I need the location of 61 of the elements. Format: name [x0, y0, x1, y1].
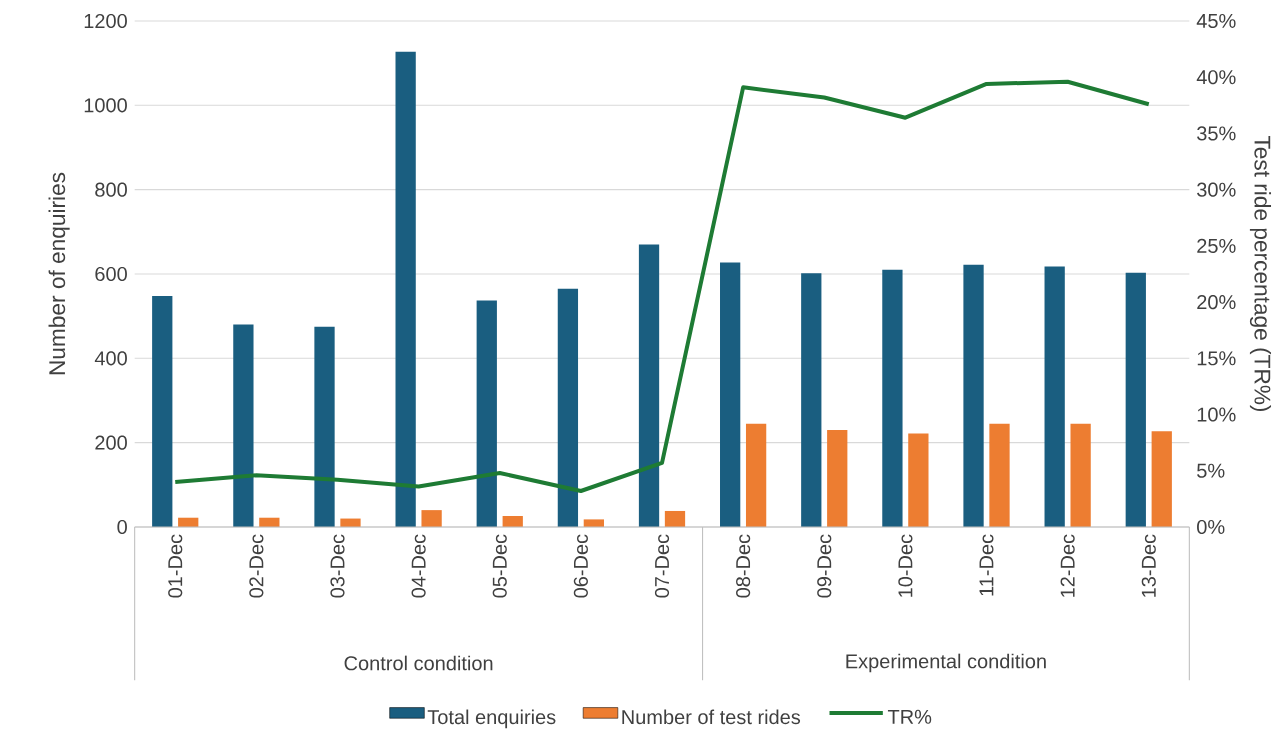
bar: [827, 430, 848, 527]
y2-tick-label: 10%: [1197, 407, 1236, 422]
x-tick-label: 01-Dec: [168, 534, 183, 598]
bar: [1070, 423, 1091, 527]
bar: [638, 244, 660, 527]
line-series: [173, 79, 1151, 494]
bar: [963, 264, 984, 527]
legend-label: Number of test rides: [622, 709, 801, 725]
x-tick-label: 13-Dec: [1141, 534, 1156, 597]
bar: [395, 51, 416, 527]
bar: [421, 510, 442, 527]
bar: [1044, 266, 1065, 527]
y2-tick-label: 0%: [1197, 519, 1225, 535]
y-axis-title: Number of enquiries: [48, 172, 70, 375]
y-tick-label: 800: [95, 182, 127, 197]
bar: [583, 519, 604, 527]
x-tick-label: 06-Dec: [573, 534, 588, 598]
x-tick-label: 11-Dec: [979, 534, 994, 596]
legend-label: TR%: [887, 709, 932, 724]
x-tick-label: 04-Dec: [411, 534, 426, 598]
bar: [908, 433, 929, 527]
y2-tick-label: 35%: [1197, 126, 1236, 141]
bar: [801, 273, 822, 527]
bar: [1151, 431, 1172, 527]
y2-axis-title: Test ride percentage (TR%): [1249, 135, 1272, 412]
x-tick-label: 09-Dec: [817, 534, 832, 598]
x-tick-label: 02-Dec: [249, 534, 264, 598]
y2-tick-label: 15%: [1197, 351, 1236, 366]
bar: [882, 269, 903, 527]
x-tick-label: 03-Dec: [330, 534, 345, 598]
x-tick-label: 12-Dec: [1060, 534, 1075, 597]
legend-label: Total enquiries: [427, 709, 556, 729]
y-tick-label: 1200: [84, 13, 127, 29]
text: Experimental condition: [846, 653, 1046, 673]
bar: [720, 262, 741, 527]
y-tick-label: 1000: [84, 98, 127, 113]
y-tick-label: 0: [117, 519, 127, 535]
x-tick-label: 10-Dec: [898, 534, 913, 597]
y2-tick-label: 20%: [1197, 295, 1236, 310]
bar: [1125, 272, 1146, 527]
bar: [557, 288, 579, 527]
bar: [152, 295, 173, 527]
bar: [664, 510, 686, 527]
bar: [745, 423, 767, 527]
bar: [314, 326, 335, 527]
bar: [502, 516, 523, 527]
x-tick-label: 05-Dec: [492, 534, 507, 598]
text: Control condition: [344, 655, 493, 671]
y2-tick-label: 40%: [1196, 70, 1236, 85]
y2-tick-label: 5%: [1197, 463, 1225, 478]
bar: [989, 423, 1010, 527]
y2-tick-label: 45%: [1196, 13, 1236, 29]
y-tick-label: 200: [95, 435, 127, 450]
y-tick-label: 600: [95, 266, 127, 282]
y-tick-label: 400: [94, 351, 127, 366]
bar: [233, 324, 254, 527]
x-tick-label: 08-Dec: [736, 534, 751, 598]
y2-tick-label: 25%: [1197, 238, 1236, 253]
y2-tick-label: 30%: [1197, 182, 1236, 197]
bar: [476, 300, 497, 527]
x-tick-label: 07-Dec: [654, 534, 670, 598]
